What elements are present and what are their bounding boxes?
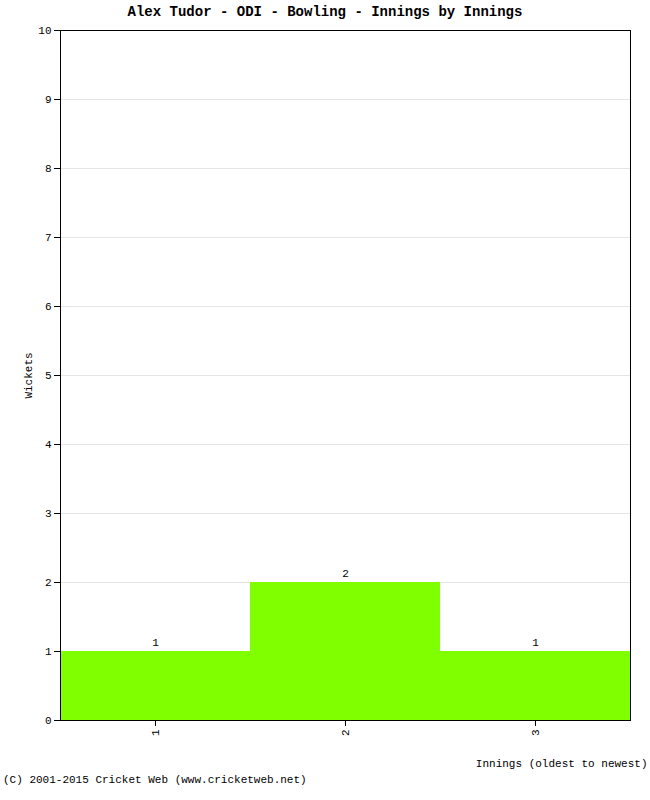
svg-text:1: 1 [45,646,52,658]
html-text:Alex Tudor - ODI - Bowling - I: Alex Tudor - ODI - Bowling - Innings by … [127,4,523,20]
svg-text:2: 2 [340,730,352,737]
svg-text:2: 2 [342,568,349,580]
svg-text:0: 0 [45,715,52,727]
svg-text:2: 2 [45,577,52,589]
svg-text:4: 4 [45,439,52,451]
svg-text:Wickets: Wickets [23,352,35,398]
svg-text:Innings (oldest to newest): Innings (oldest to newest) [476,758,648,770]
svg-text:8: 8 [45,163,52,175]
svg-text:1: 1 [532,637,539,649]
svg-text:3: 3 [530,730,542,737]
svg-text:9: 9 [45,94,52,106]
html-text:(C) 2001-2015 Cricket Web (www: (C) 2001-2015 Cricket Web (www.cricketwe… [3,774,307,786]
svg-text:1: 1 [150,729,162,736]
svg-text:5: 5 [45,370,52,382]
svg-text:7: 7 [45,232,52,244]
svg-text:1: 1 [152,637,159,649]
svg-text:6: 6 [45,301,52,313]
svg-text:3: 3 [45,508,52,520]
svg-text:10: 10 [38,25,51,37]
